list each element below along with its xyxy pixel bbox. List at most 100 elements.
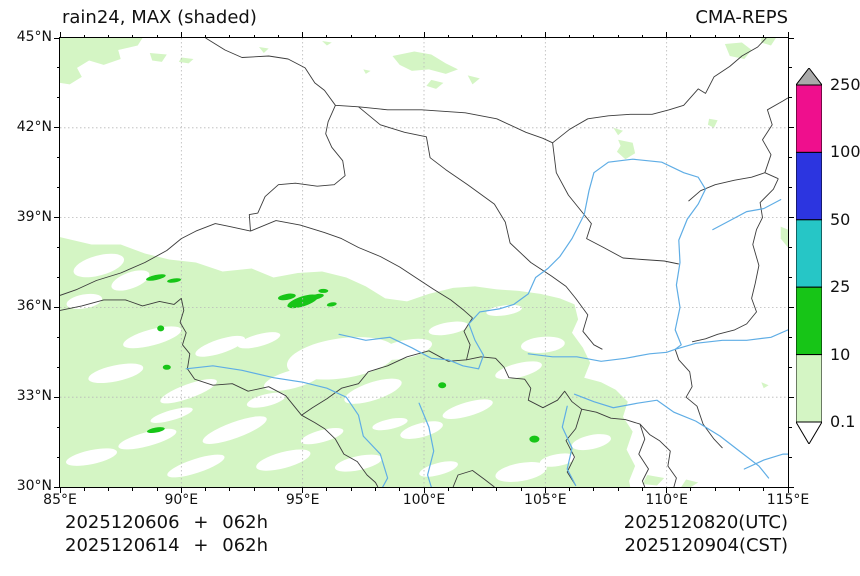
- colorbar-segment: [795, 219, 823, 288]
- rain-area-medium: [529, 435, 540, 443]
- province-boundary: [250, 220, 473, 319]
- x-minor-tick: [350, 487, 352, 491]
- rain-gap: [372, 417, 408, 431]
- colorbar-tick-label: 0.1: [830, 412, 856, 431]
- y-minor-tick: [788, 456, 792, 458]
- y-tick-label: 45°N: [16, 29, 52, 45]
- x-minor-tick: [374, 34, 376, 38]
- rain-gap: [195, 335, 246, 357]
- y-minor-tick: [788, 276, 792, 278]
- rain-area-medium: [146, 274, 166, 281]
- province-boundary: [638, 423, 649, 487]
- y-major-tick: [54, 486, 60, 488]
- province-boundary: [301, 317, 473, 416]
- rain-gap: [66, 293, 103, 309]
- x-minor-tick: [714, 487, 716, 491]
- rain-area-light: [363, 69, 371, 74]
- x-minor-tick: [253, 34, 255, 38]
- rain-area-medium: [278, 293, 296, 301]
- x-major-tick: [59, 487, 61, 493]
- rain-gap: [442, 399, 493, 420]
- y-major-tick: [788, 127, 794, 129]
- y-tick-label: 36°N: [16, 298, 52, 315]
- rain-gap: [377, 338, 433, 360]
- x-minor-tick: [108, 487, 110, 491]
- rain-area-light: [322, 41, 332, 46]
- rain-area-medium: [162, 364, 171, 370]
- colorbar-segment: [795, 151, 823, 221]
- y-minor-tick: [56, 336, 60, 338]
- colorbar: [794, 67, 824, 448]
- river: [561, 405, 577, 487]
- x-major-tick: [544, 32, 546, 38]
- rain-area-light: [724, 42, 752, 59]
- rain-gap: [495, 361, 542, 380]
- province-boundary: [466, 356, 677, 487]
- x-minor-tick: [520, 34, 522, 38]
- x-major-tick: [787, 487, 789, 493]
- model-name-label: CMA-REPS: [695, 7, 788, 28]
- rain-gap: [571, 434, 612, 451]
- colorbar-tick-label: 50: [830, 209, 851, 229]
- x-minor-tick: [205, 34, 207, 38]
- y-minor-tick: [56, 157, 60, 159]
- rain-gap: [400, 421, 443, 439]
- x-tick-label: 115°E: [766, 492, 810, 508]
- x-minor-tick: [569, 487, 571, 491]
- rain-area-light: [616, 139, 636, 160]
- province-boundary: [60, 297, 379, 487]
- province-boundary: [762, 97, 788, 173]
- x-major-tick: [666, 487, 668, 493]
- rain-gap: [123, 326, 182, 349]
- x-major-tick: [544, 487, 546, 493]
- rain-gap: [246, 392, 286, 408]
- x-minor-tick: [763, 487, 765, 491]
- river: [185, 365, 389, 487]
- colorbar-segment: [795, 286, 823, 356]
- colorbar-segment: [795, 84, 823, 153]
- x-minor-tick: [83, 34, 85, 38]
- x-tick-label: 105°E: [524, 492, 567, 508]
- valid-time-cst: 2025120904(CST): [624, 535, 788, 556]
- x-minor-tick: [374, 487, 376, 491]
- x-major-tick: [302, 32, 304, 38]
- x-minor-tick: [326, 487, 328, 491]
- rain-area-light: [178, 57, 194, 64]
- rain-gap: [419, 461, 458, 477]
- rain-area-medium: [308, 293, 324, 301]
- x-minor-tick: [132, 487, 134, 491]
- y-minor-tick: [788, 97, 792, 99]
- province-boundary: [452, 470, 495, 487]
- province-boundary: [565, 409, 583, 486]
- rain-area-light: [392, 51, 458, 74]
- rain-area-light: [613, 127, 623, 136]
- rain-area-light: [259, 47, 269, 53]
- rain-area-light: [149, 53, 167, 62]
- x-tick-label: 90°E: [164, 492, 199, 508]
- x-major-tick: [666, 32, 668, 38]
- x-minor-tick: [350, 34, 352, 38]
- y-minor-tick: [788, 67, 792, 69]
- y-major-tick: [54, 306, 60, 308]
- rain-area-light: [60, 38, 143, 85]
- x-minor-tick: [593, 487, 595, 491]
- x-major-tick: [423, 487, 425, 493]
- x-tick-label: 100°E: [402, 492, 446, 508]
- x-minor-tick: [399, 487, 401, 491]
- rain-gap: [520, 336, 565, 353]
- x-minor-tick: [472, 34, 474, 38]
- y-major-tick: [788, 396, 794, 398]
- x-tick-label: 110°E: [645, 492, 688, 508]
- x-minor-tick: [108, 34, 110, 38]
- river: [338, 158, 788, 370]
- province-boundary: [358, 106, 603, 350]
- colorbar-tick-label: 25: [830, 277, 851, 297]
- river: [743, 453, 788, 470]
- y-minor-tick: [56, 456, 60, 458]
- y-minor-tick: [56, 97, 60, 99]
- y-minor-tick: [56, 426, 60, 428]
- rain-area-light: [761, 382, 769, 389]
- x-minor-tick: [593, 34, 595, 38]
- y-tick-label: 30°N: [16, 478, 52, 494]
- colorbar-over-arrow: [794, 67, 824, 86]
